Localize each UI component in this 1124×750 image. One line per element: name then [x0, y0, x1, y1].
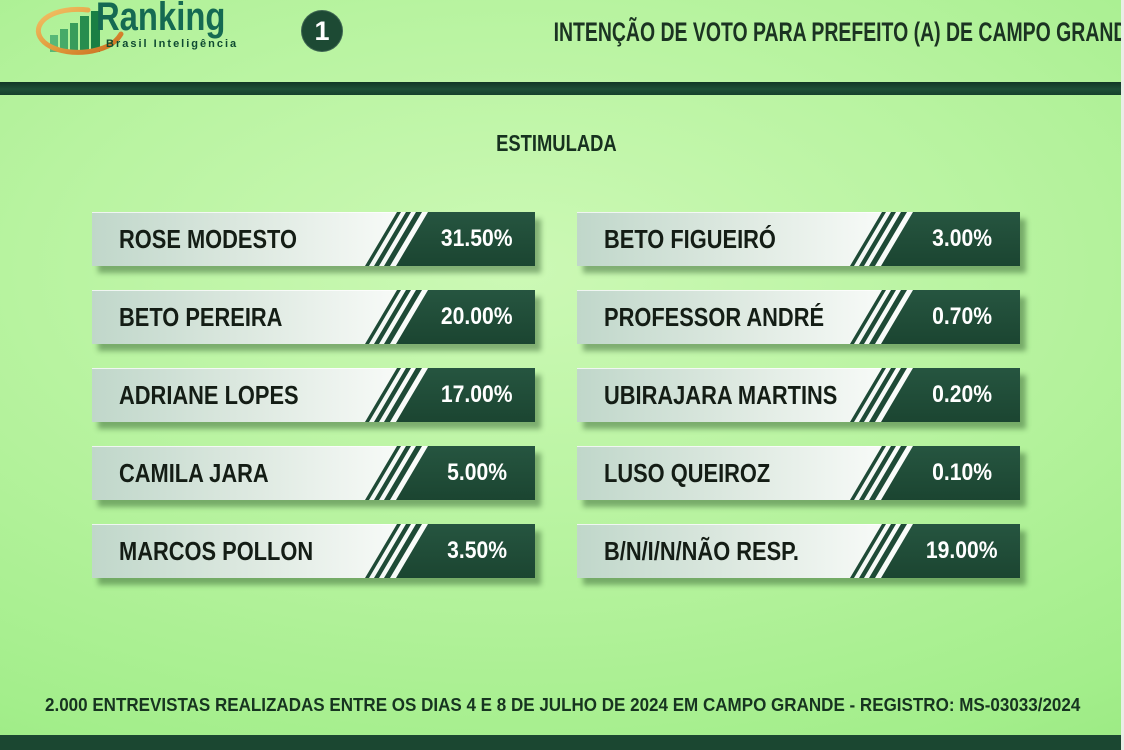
section-label: ESTIMULADA [92, 130, 1020, 157]
brand-subtitle: Brasil Inteligência [106, 38, 239, 50]
value-block: 20.00% [365, 290, 535, 344]
candidate-name: LUSO QUEIROZ [604, 458, 771, 488]
value-block: 31.50% [365, 212, 535, 266]
section-label-text: ESTIMULADA [495, 130, 617, 156]
percent-value: 0.10% [932, 459, 992, 486]
percent-value: 5.00% [447, 459, 507, 486]
result-bar-beto-pereira: BETO PEREIRA 20.00% [92, 290, 535, 344]
ranking-logo: Ranking Brasil Inteligência [30, 0, 280, 62]
results-column-left: ROSE MODESTO 31.50% BETO PEREIRA 20.00% [92, 212, 535, 602]
footer-note-text: 2.000 ENTREVISTAS REALIZADAS ENTRE OS DI… [45, 694, 1081, 715]
candidate-name: BETO FIGUEIRÓ [604, 224, 776, 254]
result-bar-luso-queiroz: LUSO QUEIROZ 0.10% [577, 446, 1020, 500]
candidate-name: UBIRAJARA MARTINS [604, 380, 838, 410]
value-block: 0.70% [850, 290, 1020, 344]
header-separator-bar [0, 82, 1121, 95]
value-block: 0.10% [850, 446, 1020, 500]
percent-value: 20.00% [441, 303, 513, 330]
page-title-text: INTENÇÃO DE VOTO PARA PREFEITO (A) DE CA… [553, 17, 1124, 47]
result-bar-nao-resp: B/N/I/N/NÃO RESP. 19.00% [577, 524, 1020, 578]
bottom-bar [0, 735, 1121, 750]
result-bar-ubirajara-martins: UBIRAJARA MARTINS 0.20% [577, 368, 1020, 422]
value-block: 5.00% [365, 446, 535, 500]
candidate-name: ADRIANE LOPES [119, 380, 299, 410]
result-bar-rose-modesto: ROSE MODESTO 31.50% [92, 212, 535, 266]
percent-value: 17.00% [441, 381, 513, 408]
value-block: 19.00% [850, 524, 1020, 578]
candidate-name: ROSE MODESTO [119, 224, 297, 254]
candidate-name: MARCOS POLLON [119, 536, 314, 566]
value-block: 17.00% [365, 368, 535, 422]
result-bar-camila-jara: CAMILA JARA 5.00% [92, 446, 535, 500]
result-bar-beto-figueiro: BETO FIGUEIRÓ 3.00% [577, 212, 1020, 266]
bar-chart-icon [50, 11, 100, 52]
result-bar-professor-andre: PROFESSOR ANDRÉ 0.70% [577, 290, 1020, 344]
brand-name: Ranking [96, 0, 226, 39]
percent-value: 19.00% [926, 537, 998, 564]
percent-value: 0.20% [932, 381, 992, 408]
right-edge-strip [1121, 0, 1124, 750]
percent-value: 3.00% [932, 225, 992, 252]
result-bar-adriane-lopes: ADRIANE LOPES 17.00% [92, 368, 535, 422]
orange-swoosh-icon [35, 6, 124, 55]
value-block: 0.20% [850, 368, 1020, 422]
percent-value: 0.70% [932, 303, 992, 330]
footer-note: 2.000 ENTREVISTAS REALIZADAS ENTRE OS DI… [0, 694, 1121, 716]
page-number-badge: 1 [301, 10, 343, 52]
page-title: INTENÇÃO DE VOTO PARA PREFEITO (A) DE CA… [430, 17, 1124, 48]
candidate-name: CAMILA JARA [119, 458, 269, 488]
logo-mark [35, 6, 124, 55]
results-column-right: BETO FIGUEIRÓ 3.00% PROFESSOR ANDRÉ 0.70… [577, 212, 1020, 602]
candidate-name: BETO PEREIRA [119, 302, 283, 332]
candidate-name: B/N/I/N/NÃO RESP. [604, 536, 799, 566]
value-block: 3.50% [365, 524, 535, 578]
candidate-name: PROFESSOR ANDRÉ [604, 302, 825, 332]
value-block: 3.00% [850, 212, 1020, 266]
percent-value: 31.50% [441, 225, 513, 252]
percent-value: 3.50% [447, 537, 507, 564]
result-bar-marcos-pollon: MARCOS POLLON 3.50% [92, 524, 535, 578]
